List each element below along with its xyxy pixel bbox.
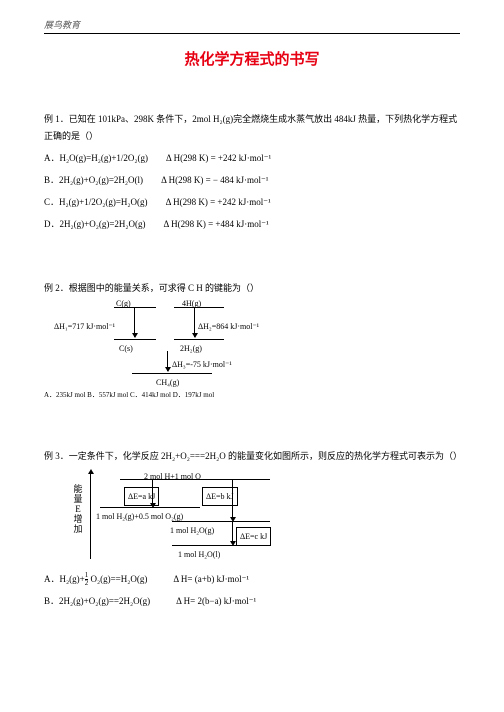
d1-dh1: ΔH₁=717 kJ·mol⁻¹ bbox=[54, 319, 115, 334]
opt-right: Δ H(298 K) = − 484 kJ·mol⁻¹ bbox=[161, 175, 268, 185]
problem-3-opt-b: B．2H₂(g)+O₂(g)==2H₂O(g) Δ H= 2(b−a) kJ·mo… bbox=[44, 593, 460, 610]
problem-1: 例 1．已知在 101kPa、298K 条件下，2mol H₂(g)完全燃烧生成… bbox=[44, 111, 460, 234]
brand-header: 展鸟教育 bbox=[44, 18, 460, 31]
problem-3-opt-a: A．H₂(g)+12 O₂(g)==H₂O(g) Δ H= (a+b) kJ·mo… bbox=[44, 571, 460, 588]
y-axis-label: 能量E增加 bbox=[72, 485, 84, 534]
fraction-half: 12 bbox=[85, 572, 89, 587]
problem-1-stem: 例 1．已知在 101kPa、298K 条件下，2mol H₂(g)完全燃烧生成… bbox=[44, 111, 460, 145]
opt-left: B．2H₂(g)+O₂(g)==2H₂O(g) bbox=[44, 596, 150, 606]
problem-1-opt-c: C．H₂(g)+1/2O₂(g)=H₂O(g) Δ H(298 K) = +242… bbox=[44, 194, 460, 211]
header-rule bbox=[44, 33, 460, 34]
problem-2-stem: 例 2．根据图中的能量关系，可求得 C H 的键能为（） bbox=[44, 280, 460, 297]
page-title: 热化学方程式的书写 bbox=[44, 48, 460, 69]
d1-cs: C(s) bbox=[119, 341, 133, 356]
opt-right: Δ H(298 K) = +242 kJ·mol⁻¹ bbox=[166, 153, 271, 163]
problem-1-opt-d: D．2H₂(g)+O₂(g)=2H₂O(g) Δ H(298 K) = +484 … bbox=[44, 216, 460, 233]
d1-c-g: C(g) bbox=[116, 296, 131, 311]
d2-l4: 1 mol H₂O(l) bbox=[178, 547, 220, 562]
opt-left: B．2H₂(g)+O₂(g)=2H₂O(l) bbox=[44, 175, 143, 185]
opt-left: D．2H₂(g)+O₂(g)=2H₂O(g) bbox=[44, 219, 146, 229]
d2-box1r: ΔE=b kJ bbox=[202, 487, 238, 506]
problem-3: 例 3．一定条件下，化学反应 2H₂+O₂===2H₂O 的能量变化如图所示，则… bbox=[44, 448, 460, 610]
problem-1-opt-a: A．H₂O(g)=H₂(g)+1/2O₂(g) Δ H(298 K) = +242… bbox=[44, 150, 460, 167]
d2-box2: ΔE=c kJ bbox=[236, 527, 271, 546]
opt-right: Δ H(298 K) = +242 kJ·mol⁻¹ bbox=[166, 197, 271, 207]
d1-dh2: ΔH₂=864 kJ·mol⁻¹ bbox=[198, 319, 259, 334]
d2-l3: 1 mol H₂O(g) bbox=[170, 523, 214, 538]
problem-3-stem: 例 3．一定条件下，化学反应 2H₂+O₂===2H₂O 的能量变化如图所示，则… bbox=[44, 448, 460, 465]
opt-right: Δ H= (a+b) kJ·mol⁻¹ bbox=[173, 574, 249, 584]
d2-l2: 1 mol H₂(g)+0.5 mol O₂(g) bbox=[96, 509, 183, 524]
d2-box1l: ΔE=a kJ bbox=[124, 487, 159, 506]
d1-dh3: ΔH₃=-75 kJ·mol⁻¹ bbox=[172, 357, 232, 372]
opt-a-mid: O₂(g)==H₂O(g) bbox=[88, 574, 147, 584]
opt-right: Δ H(298 K) = +484 kJ·mol⁻¹ bbox=[164, 219, 269, 229]
opt-left: C．H₂(g)+1/2O₂(g)=H₂O(g) bbox=[44, 197, 148, 207]
opt-left: A．H₂O(g)=H₂(g)+1/2O₂(g) bbox=[44, 153, 148, 163]
d1-4h: 4H(g) bbox=[182, 296, 201, 311]
energy-diagram-1: C(g) 4H(g) C(s) 2H₂(g) ΔH₁=717 kJ·mol⁻¹ … bbox=[72, 303, 292, 385]
problem-1-opt-b: B．2H₂(g)+O₂(g)=2H₂O(l) Δ H(298 K) = − 484… bbox=[44, 172, 460, 189]
problem-2: 例 2．根据图中的能量关系，可求得 C H 的键能为（） C(g) 4H(g) … bbox=[44, 280, 460, 402]
d1-2h2: 2H₂(g) bbox=[180, 341, 202, 356]
problem-2-options: A．235kJ mol B．557kJ mol C．414kJ mol D．19… bbox=[44, 389, 460, 402]
opt-right: Δ H= 2(b−a) kJ·mol⁻¹ bbox=[176, 596, 256, 606]
d1-ch4: CH₄(g) bbox=[156, 375, 179, 390]
energy-diagram-2: 能量E增加 2 mol H+1 mol O ΔE=a kJ ΔE=b kJ 1 … bbox=[72, 471, 332, 565]
opt-a-prefix: A．H₂(g)+ bbox=[44, 574, 85, 584]
